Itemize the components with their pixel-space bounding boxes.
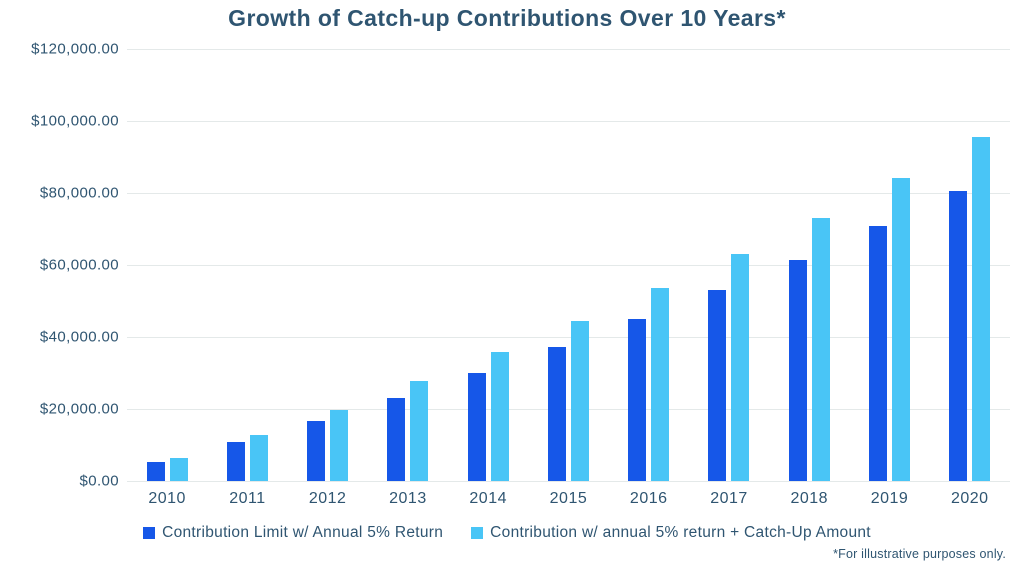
gridline (127, 481, 1010, 482)
x-tick-label: 2012 (308, 490, 347, 507)
bar-catchup-2015 (570, 320, 589, 481)
bar-catchup-2017 (731, 253, 750, 481)
x-tick-label: 2017 (710, 490, 748, 507)
bar-limit-2010 (146, 462, 165, 481)
bar-group-2010 (127, 49, 207, 481)
legend-swatch-limit (143, 527, 156, 539)
bar-catchup-2011 (249, 434, 268, 481)
y-axis-labels: $120,000.00 $100,000.00 $80,000.00 $60,000.… (0, 41, 127, 490)
bar-catchup-2020 (972, 136, 991, 481)
bar-limit-2019 (869, 226, 888, 481)
gridline (127, 120, 1010, 122)
bar-catchup-2018 (811, 218, 830, 481)
bar-group-2014 (448, 49, 528, 481)
gridline (127, 409, 1010, 410)
bar-catchup-2013 (410, 381, 429, 481)
chart-title: Growth of Catch-up Contributions Over 10… (228, 5, 786, 31)
bar-group-2018 (769, 49, 849, 481)
bar-catchup-2019 (892, 178, 911, 481)
x-axis-labels: 2010 2011 2012 2013 2014 2015 2016 2017 2018 2019… (127, 490, 1010, 508)
bar-limit-2014 (467, 372, 486, 481)
x-tick-label: 2015 (549, 490, 588, 507)
bar-group-2011 (207, 49, 287, 481)
bar-limit-2017 (708, 290, 727, 481)
y-tick-label: $100,000.00 (31, 112, 119, 130)
x-tick-label: 2014 (469, 490, 507, 507)
gridline (127, 49, 1010, 50)
bar-limit-2018 (788, 259, 807, 481)
legend: Contribution Limit w/ Annual 5% Return C… (0, 524, 1014, 542)
bar-limit-2016 (628, 318, 647, 481)
x-tick-label: 2010 (148, 490, 186, 507)
x-tick-label: 2020 (950, 490, 989, 507)
x-tick-label: 2013 (389, 490, 427, 507)
x-tick-label: 2019 (870, 490, 909, 507)
bar-catchup-2012 (330, 409, 349, 481)
x-tick-label: 2018 (790, 490, 829, 507)
y-tick-label: $40,000.00 (39, 328, 119, 346)
bars-layer (127, 49, 1010, 481)
chart-area: $120,000.00 $100,000.00 $80,000.00 $60,000.… (0, 41, 1014, 508)
bar-limit-2011 (226, 442, 245, 481)
bar-catchup-2016 (651, 288, 670, 481)
legend-item-limit: Contribution Limit w/ Annual 5% Return (143, 524, 443, 542)
legend-label-limit: Contribution Limit w/ Annual 5% Return (162, 524, 444, 541)
y-tick-label: $60,000.00 (39, 256, 119, 274)
bar-limit-2013 (387, 397, 406, 481)
bar-catchup-2010 (169, 458, 188, 481)
gridline (127, 192, 1010, 194)
bar-group-2013 (368, 49, 448, 481)
gridline (127, 336, 1010, 338)
plot-area (127, 49, 1010, 482)
legend-item-catchup: Contribution w/ annual 5% return + Catch… (471, 524, 871, 542)
gridline (127, 265, 1010, 266)
bar-limit-2020 (949, 190, 968, 481)
bar-group-2012 (288, 49, 368, 481)
bar-group-2015 (528, 49, 608, 481)
bar-catchup-2014 (490, 351, 509, 481)
y-tick-label: $0.00 (79, 472, 119, 490)
bar-group-2019 (849, 49, 929, 481)
bar-limit-2015 (547, 346, 566, 481)
bar-limit-2012 (307, 421, 326, 481)
chart-page: Growth of Catch-up Contributions Over 10… (0, 5, 1014, 582)
bar-group-2020 (930, 49, 1010, 481)
legend-label-catchup: Contribution w/ annual 5% return + Catch… (490, 524, 871, 541)
bar-group-2016 (609, 49, 689, 481)
y-tick-label: $120,000.00 (31, 40, 119, 58)
plot-column: 2010 2011 2012 2013 2014 2015 2016 2017 2018 2019… (127, 49, 1010, 508)
y-tick-label: $20,000.00 (39, 400, 119, 418)
x-tick-label: 2011 (229, 490, 266, 507)
bar-group-2017 (689, 49, 769, 481)
legend-swatch-catchup (471, 527, 484, 539)
footnote: *For illustrative purposes only. (833, 547, 1006, 561)
x-tick-label: 2016 (629, 490, 668, 507)
y-tick-label: $80,000.00 (39, 184, 119, 202)
